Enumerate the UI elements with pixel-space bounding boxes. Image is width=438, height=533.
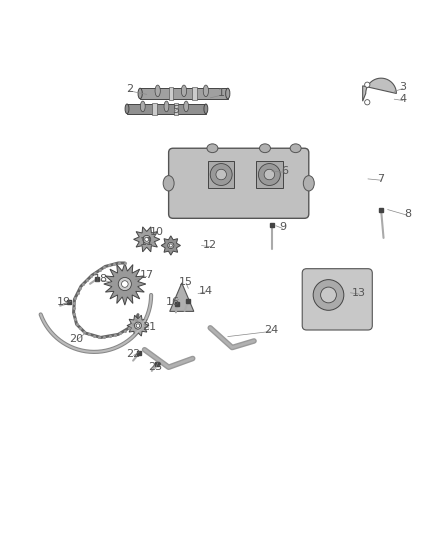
- Circle shape: [134, 322, 141, 329]
- Polygon shape: [134, 227, 160, 252]
- Ellipse shape: [207, 144, 218, 152]
- Ellipse shape: [226, 88, 230, 99]
- Text: 4: 4: [399, 94, 406, 104]
- Text: 3: 3: [399, 82, 406, 92]
- Ellipse shape: [125, 104, 129, 114]
- Circle shape: [121, 281, 128, 287]
- Circle shape: [216, 169, 226, 180]
- Text: 22: 22: [127, 349, 141, 359]
- Circle shape: [364, 82, 370, 87]
- Polygon shape: [170, 283, 194, 311]
- Text: 7: 7: [378, 174, 385, 184]
- Circle shape: [210, 164, 232, 185]
- Polygon shape: [104, 263, 146, 305]
- Bar: [208, 161, 234, 188]
- Ellipse shape: [303, 175, 314, 191]
- Text: 14: 14: [199, 286, 213, 296]
- Text: 2: 2: [126, 84, 133, 94]
- Circle shape: [258, 164, 280, 185]
- Ellipse shape: [164, 101, 169, 112]
- Bar: [140, 88, 228, 99]
- Bar: [127, 104, 206, 114]
- Text: 1: 1: [218, 88, 225, 99]
- Ellipse shape: [138, 88, 142, 99]
- Circle shape: [313, 280, 344, 310]
- Ellipse shape: [181, 85, 187, 96]
- Ellipse shape: [163, 175, 174, 191]
- Ellipse shape: [259, 144, 271, 152]
- Text: 15: 15: [179, 277, 193, 287]
- Text: 20: 20: [70, 334, 84, 344]
- Circle shape: [118, 278, 131, 290]
- Text: 12: 12: [203, 240, 217, 251]
- Ellipse shape: [184, 101, 188, 112]
- FancyBboxPatch shape: [302, 269, 372, 330]
- Polygon shape: [161, 236, 180, 255]
- Text: 18: 18: [94, 274, 108, 284]
- Circle shape: [136, 324, 140, 327]
- Text: 6: 6: [281, 166, 288, 176]
- Ellipse shape: [155, 85, 160, 96]
- Text: 19: 19: [57, 297, 71, 308]
- Ellipse shape: [290, 144, 301, 152]
- Text: 17: 17: [140, 270, 154, 280]
- Text: 21: 21: [142, 322, 156, 332]
- Circle shape: [143, 236, 151, 243]
- Ellipse shape: [204, 104, 208, 114]
- Circle shape: [264, 169, 275, 180]
- Text: 10: 10: [150, 228, 164, 237]
- Bar: [174, 102, 178, 115]
- FancyBboxPatch shape: [169, 148, 309, 219]
- Text: 23: 23: [148, 362, 162, 372]
- Text: 16: 16: [166, 296, 180, 306]
- Ellipse shape: [140, 101, 145, 112]
- Circle shape: [168, 243, 174, 248]
- Text: 5: 5: [172, 104, 179, 115]
- Text: 24: 24: [265, 325, 279, 335]
- Polygon shape: [127, 315, 149, 336]
- Text: 8: 8: [404, 209, 411, 219]
- Text: 13: 13: [352, 288, 366, 298]
- Bar: [169, 87, 173, 100]
- Circle shape: [169, 244, 172, 247]
- Bar: [192, 87, 197, 100]
- Ellipse shape: [203, 85, 208, 96]
- Circle shape: [364, 100, 370, 105]
- Text: 11: 11: [140, 237, 154, 247]
- Bar: [256, 161, 283, 188]
- Circle shape: [321, 287, 336, 303]
- Bar: [152, 102, 157, 115]
- Circle shape: [145, 237, 149, 241]
- Text: 9: 9: [279, 222, 286, 232]
- Polygon shape: [363, 78, 396, 101]
